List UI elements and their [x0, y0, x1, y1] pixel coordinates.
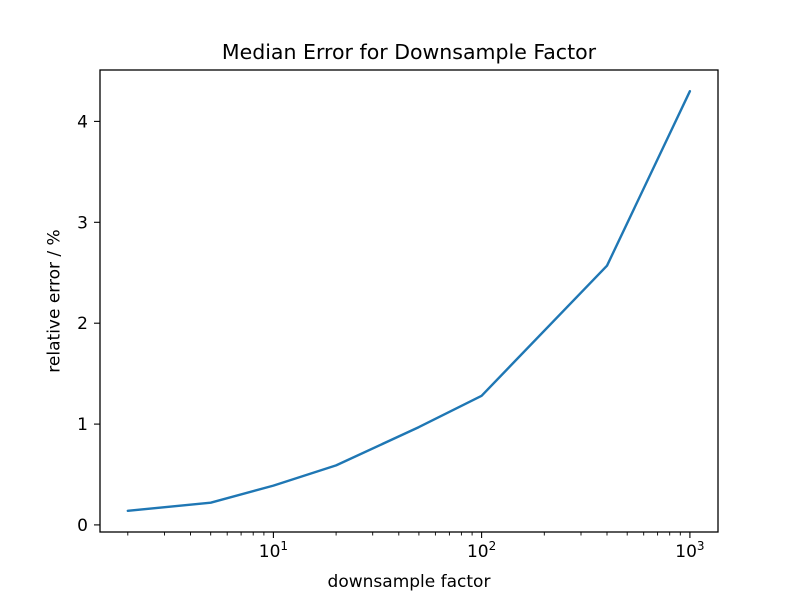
y-axis-label: relative error / %: [44, 229, 65, 373]
y-tick-label: 4: [77, 112, 88, 132]
y-tick-label: 0: [77, 516, 88, 536]
x-tick-label: 102: [467, 539, 496, 562]
plot-border: [99, 69, 719, 533]
data-line: [126, 89, 692, 512]
x-tick-label: 101: [259, 539, 288, 562]
y-tick-label: 2: [77, 314, 88, 334]
chart-title: Median Error for Downsample Factor: [221, 40, 597, 64]
x-tick-label: 103: [675, 539, 704, 562]
y-tick-label: 3: [77, 213, 88, 233]
y-tick-label: 1: [77, 415, 88, 435]
x-axis-label: downsample factor: [327, 572, 491, 592]
